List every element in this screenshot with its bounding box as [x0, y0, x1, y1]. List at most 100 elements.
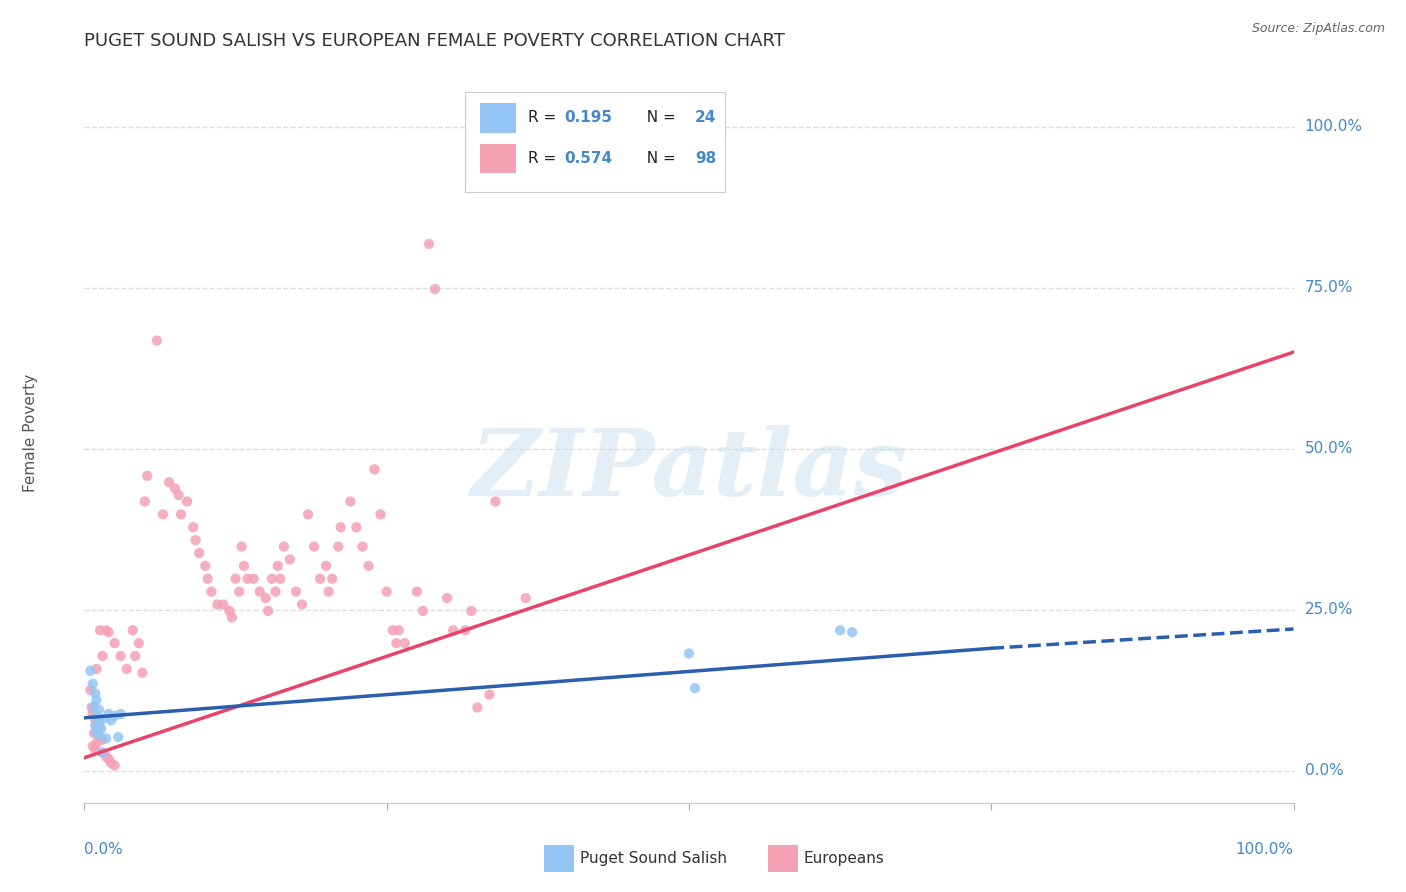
- Text: Puget Sound Salish: Puget Sound Salish: [581, 851, 727, 866]
- Point: [467, 700, 489, 714]
- Point: [291, 598, 314, 612]
- Point: [309, 572, 332, 586]
- Point: [104, 709, 127, 723]
- Point: [94, 749, 117, 764]
- Point: [170, 508, 193, 522]
- Point: [115, 662, 138, 676]
- Point: [157, 475, 180, 490]
- Text: ZIPatlas: ZIPatlas: [471, 425, 907, 515]
- Point: [167, 488, 190, 502]
- Point: [86, 709, 108, 723]
- Point: [454, 624, 477, 638]
- Point: [91, 732, 114, 747]
- Point: [321, 572, 343, 586]
- Point: [273, 540, 295, 554]
- Point: [104, 758, 127, 772]
- Point: [165, 482, 187, 496]
- Point: [89, 624, 111, 638]
- Point: [329, 520, 352, 534]
- Point: [363, 462, 385, 476]
- Text: 0.0%: 0.0%: [84, 842, 124, 856]
- Text: 50.0%: 50.0%: [1305, 442, 1353, 456]
- Point: [82, 706, 104, 721]
- Point: [94, 731, 117, 746]
- Point: [136, 468, 159, 483]
- Point: [260, 572, 283, 586]
- Point: [436, 591, 458, 605]
- Text: 100.0%: 100.0%: [1236, 842, 1294, 856]
- Point: [254, 591, 277, 605]
- Point: [87, 720, 110, 734]
- Point: [249, 584, 271, 599]
- Point: [97, 625, 120, 640]
- Point: [357, 558, 380, 573]
- Point: [257, 604, 280, 618]
- Point: [412, 604, 434, 618]
- Point: [79, 683, 101, 698]
- Point: [84, 686, 107, 700]
- Point: [346, 520, 368, 534]
- Point: [231, 540, 253, 554]
- Point: [841, 625, 863, 640]
- Point: [441, 624, 464, 638]
- FancyBboxPatch shape: [465, 92, 725, 192]
- Point: [212, 598, 235, 612]
- Text: N =: N =: [637, 111, 681, 126]
- Point: [370, 508, 392, 522]
- Point: [94, 624, 117, 638]
- Point: [121, 624, 143, 638]
- Point: [520, 120, 543, 134]
- Point: [110, 648, 132, 663]
- Point: [181, 520, 204, 534]
- Point: [515, 591, 537, 605]
- Point: [225, 572, 247, 586]
- Point: [86, 717, 108, 731]
- Point: [82, 676, 104, 690]
- Point: [131, 665, 153, 680]
- Point: [207, 598, 229, 612]
- Point: [683, 681, 706, 696]
- Point: [100, 756, 122, 770]
- Point: [152, 508, 174, 522]
- Point: [233, 558, 256, 573]
- Text: 0.574: 0.574: [564, 151, 613, 166]
- Text: Source: ZipAtlas.com: Source: ZipAtlas.com: [1251, 22, 1385, 36]
- Point: [339, 494, 361, 508]
- Point: [284, 584, 308, 599]
- Point: [385, 636, 408, 650]
- Text: Europeans: Europeans: [804, 851, 884, 866]
- Point: [418, 237, 440, 252]
- Point: [200, 584, 222, 599]
- Text: 0.195: 0.195: [564, 111, 613, 126]
- Point: [100, 714, 122, 728]
- Point: [188, 546, 211, 560]
- Point: [90, 722, 112, 736]
- FancyBboxPatch shape: [544, 845, 574, 871]
- Point: [91, 648, 114, 663]
- Point: [91, 746, 114, 760]
- Point: [221, 610, 243, 624]
- Point: [659, 140, 682, 154]
- Point: [107, 730, 129, 744]
- Point: [134, 494, 156, 508]
- Point: [87, 702, 110, 716]
- Text: N =: N =: [637, 151, 681, 166]
- Point: [228, 584, 250, 599]
- Point: [278, 552, 301, 566]
- Point: [484, 494, 506, 508]
- Point: [269, 572, 291, 586]
- Point: [236, 572, 259, 586]
- Text: Female Poverty: Female Poverty: [24, 374, 38, 491]
- Point: [406, 584, 429, 599]
- Text: 75.0%: 75.0%: [1305, 280, 1353, 295]
- Point: [830, 624, 852, 638]
- Point: [352, 540, 374, 554]
- Point: [460, 604, 482, 618]
- Point: [194, 558, 217, 573]
- Point: [86, 737, 108, 751]
- Point: [375, 584, 398, 599]
- Point: [84, 718, 107, 732]
- Point: [176, 494, 198, 508]
- Text: 98: 98: [695, 151, 716, 166]
- Point: [82, 739, 104, 753]
